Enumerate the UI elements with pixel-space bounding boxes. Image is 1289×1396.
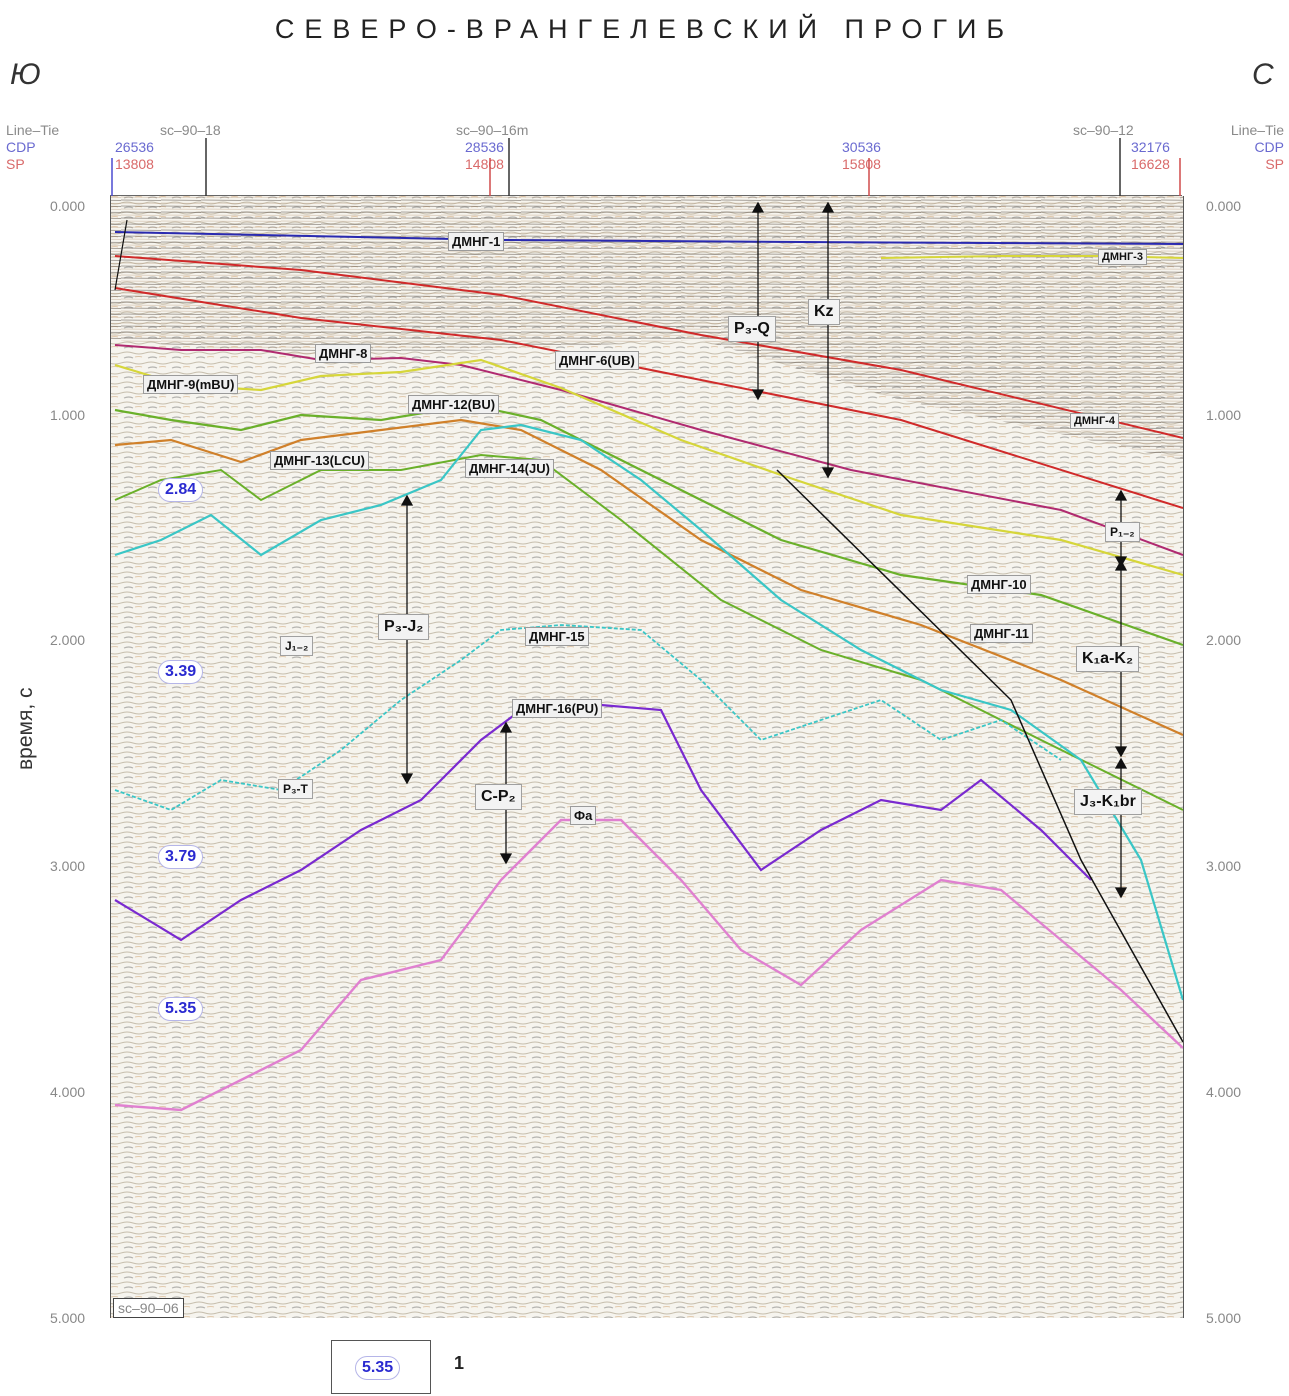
age-c-p2: C-P₂ [475, 784, 522, 810]
horizon-fa-pink [114, 818, 1183, 1112]
age-p1-2: P₁₋₂ [1105, 522, 1140, 542]
y-tick-3-right: 3.000 [1206, 858, 1242, 874]
tie-label-sc-90-12: sc–90–12 [1073, 122, 1134, 138]
horizon-red-upper [114, 255, 1183, 439]
y-axis-label: время, с [14, 687, 37, 771]
line-tie-label-right: Line–Tie [1230, 122, 1284, 138]
label-dmng16-pu: ДМНГ-16(PU) [512, 699, 603, 718]
age-k1a-k2: K₁a-K₂ [1076, 646, 1140, 672]
cdp-mark-2: 28536 14808 [465, 139, 504, 173]
horizon-dmng16-purple [114, 703, 1092, 942]
label-dmng12-bu: ДМНГ-12(BU) [408, 395, 500, 414]
cdp-label: CDP [6, 139, 36, 155]
header-right-labels: Line–Tie CDP SP [1216, 122, 1284, 173]
label-dmng9-mbu: ДМНГ-9(mBU) [143, 375, 239, 394]
layered-sediments [111, 196, 1183, 460]
sp-value: 16628 [1131, 156, 1170, 172]
y-tick-2-right: 2.000 [1206, 632, 1242, 648]
horizon-dmng14-cyan [114, 423, 1183, 1001]
age-j1-2: J₁₋₂ [280, 636, 314, 656]
direction-north: С [1252, 58, 1274, 91]
y-tick-5-left: 5.000 [50, 1310, 86, 1326]
y-tick-3-left: 3.000 [50, 858, 86, 874]
velocity-3-79: 3.79 [158, 845, 204, 869]
header-left-labels: Line–Tie CDP SP [6, 122, 59, 173]
label-dmng10: ДМНГ-10 [967, 575, 1031, 594]
cdp-value: 26536 [115, 139, 154, 155]
velocity-3-39: 3.39 [158, 660, 204, 684]
age-p3-t: P₃-T [278, 779, 313, 799]
seismic-svg [111, 196, 1183, 1318]
sp-label: SP [6, 156, 25, 172]
y-tick-0-right: 0.000 [1206, 198, 1242, 214]
label-dmng6-ub: ДМНГ-6(UB) [555, 351, 639, 370]
y-tick-1-right: 1.000 [1206, 407, 1242, 423]
age-p3-j2: P₃-J₂ [378, 614, 430, 640]
label-dmng11: ДМНГ-11 [970, 624, 1033, 643]
cdp-label-right: CDP [1254, 139, 1284, 155]
cdp-mark-1: 26536 13808 [115, 139, 154, 173]
horizon-green-upper [114, 403, 1183, 647]
y-tick-5-right: 5.000 [1206, 1310, 1242, 1326]
fault-line [776, 469, 1183, 1043]
label-dmng3: ДМНГ-3 [1098, 249, 1147, 265]
seismic-section [110, 196, 1184, 1318]
line-tag: sc–90–06 [113, 1298, 184, 1318]
line-tie-label: Line–Tie [6, 122, 60, 138]
age-p3-q: P₃-Q [728, 316, 776, 342]
sp-value: 14808 [465, 156, 504, 172]
label-dmng8: ДМНГ-8 [315, 344, 372, 363]
legend-velocity-sample: 5.35 [355, 1356, 401, 1380]
horizon-dmng13-orange [114, 418, 1183, 737]
horizon-green-lower [114, 453, 1183, 811]
age-j3-k1br: J₃-K₁br [1074, 789, 1142, 815]
cdp-mark-4: 32176 16628 [1131, 139, 1170, 173]
label-dmng1: ДМНГ-1 [448, 232, 505, 251]
label-dmng4: ДМНГ-4 [1070, 413, 1119, 429]
horizon-dmng15-cyan [114, 624, 1062, 811]
velocity-2-84: 2.84 [158, 478, 204, 502]
horizon-dmng1 [114, 231, 1183, 245]
y-tick-0-left: 0.000 [50, 198, 86, 214]
header-tick-lines [110, 138, 1182, 197]
y-tick-1-left: 1.000 [50, 407, 86, 423]
tie-label-sc-90-18: sc–90–18 [160, 122, 221, 138]
label-dmng14-ju: ДМНГ-14(JU) [465, 459, 554, 478]
direction-south: Ю [10, 58, 41, 91]
tie-label-sc-90-16m: sc–90–16m [456, 122, 529, 138]
label-dmng15: ДМНГ-15 [525, 627, 589, 646]
fault-line-left [114, 219, 128, 291]
sp-label-right: SP [1265, 156, 1284, 172]
cdp-value: 30536 [842, 139, 881, 155]
horizon-dmng6-yellow [114, 358, 1183, 577]
label-fa: Фа [570, 806, 597, 825]
horizon-dmng8 [114, 344, 1183, 556]
cdp-mark-3: 30536 15808 [842, 139, 881, 173]
cdp-value: 28536 [465, 139, 504, 155]
label-dmng13-lcu: ДМНГ-13(LCU) [270, 451, 370, 470]
sp-value: 15808 [842, 156, 881, 172]
age-kz: Kz [808, 299, 840, 325]
y-tick-4-right: 4.000 [1206, 1084, 1242, 1100]
sp-value: 13808 [115, 156, 154, 172]
legend-number: 1 [454, 1353, 465, 1373]
y-tick-2-left: 2.000 [50, 632, 86, 648]
y-tick-4-left: 4.000 [50, 1084, 86, 1100]
section-title: СЕВЕРО-ВРАНГЕЛЕВСКИЙ ПРОГИБ [274, 14, 1015, 44]
velocity-5-35: 5.35 [158, 997, 204, 1021]
cdp-value: 32176 [1131, 139, 1170, 155]
